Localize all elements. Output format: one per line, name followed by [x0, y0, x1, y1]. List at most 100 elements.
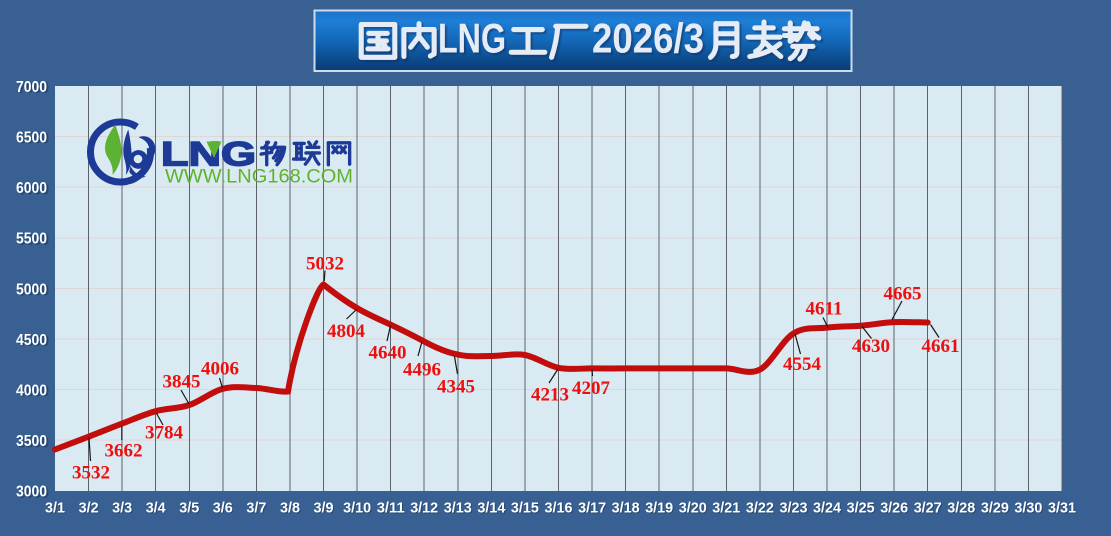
svg-text:3000: 3000: [18, 485, 49, 502]
svg-text:3/25: 3/25: [848, 501, 876, 518]
svg-text:3/5: 3/5: [179, 499, 199, 516]
svg-text:3/9: 3/9: [314, 499, 334, 516]
svg-text:7000: 7000: [16, 79, 47, 96]
svg-text:3/20: 3/20: [679, 499, 707, 516]
svg-text:3/4: 3/4: [146, 499, 167, 516]
svg-text:4804: 4804: [327, 321, 366, 342]
svg-text:4611: 4611: [806, 298, 843, 319]
svg-text:3/25: 3/25: [847, 499, 875, 516]
svg-text:7000: 7000: [18, 80, 49, 97]
svg-text:3/17: 3/17: [578, 499, 606, 516]
svg-text:3/3: 3/3: [113, 501, 133, 518]
svg-text:3/30: 3/30: [1015, 501, 1043, 518]
svg-text:3/2: 3/2: [79, 499, 99, 516]
svg-text:3532: 3532: [72, 463, 110, 484]
svg-text:3784: 3784: [145, 422, 184, 443]
svg-text:3/27: 3/27: [914, 499, 942, 516]
svg-text:3/27: 3/27: [915, 501, 943, 518]
svg-text:4213: 4213: [531, 384, 569, 405]
svg-text:3/24: 3/24: [814, 501, 843, 518]
svg-text:3/13: 3/13: [444, 499, 472, 516]
svg-text:3/9: 3/9: [315, 501, 335, 518]
svg-text:3/23: 3/23: [781, 501, 809, 518]
svg-text:3/2: 3/2: [80, 501, 100, 518]
svg-text:3/8: 3/8: [281, 501, 301, 518]
svg-text:3845: 3845: [163, 372, 201, 393]
svg-text:4665: 4665: [884, 283, 922, 304]
svg-text:3/17: 3/17: [579, 501, 607, 518]
svg-text:4661: 4661: [922, 336, 960, 357]
svg-text:3/1: 3/1: [45, 499, 65, 516]
svg-text:3/21: 3/21: [713, 501, 741, 518]
svg-text:LNG: LNG: [161, 136, 256, 174]
svg-text:3/12: 3/12: [411, 501, 439, 518]
svg-text:3/26: 3/26: [881, 501, 909, 518]
svg-text:3/22: 3/22: [747, 501, 775, 518]
svg-text:3/29: 3/29: [981, 499, 1009, 516]
svg-text:3/21: 3/21: [712, 499, 740, 516]
svg-text:3/3: 3/3: [112, 499, 132, 516]
svg-text:4554: 4554: [783, 354, 822, 375]
svg-text:5500: 5500: [16, 231, 47, 248]
svg-text:3/20: 3/20: [680, 501, 708, 518]
svg-text:3/1: 3/1: [46, 501, 66, 518]
svg-text:4345: 4345: [437, 376, 475, 397]
svg-text:3/14: 3/14: [477, 499, 506, 516]
svg-text:5032: 5032: [306, 253, 344, 274]
svg-text:3/18: 3/18: [612, 499, 640, 516]
svg-text:4496: 4496: [403, 359, 441, 380]
svg-text:3/22: 3/22: [746, 499, 774, 516]
svg-text:3/16: 3/16: [546, 501, 574, 518]
svg-text:3/6: 3/6: [213, 499, 233, 516]
svg-text:3/11: 3/11: [377, 499, 405, 516]
svg-text:2026/3: 2026/3: [592, 15, 704, 62]
svg-text:3/31: 3/31: [1049, 501, 1077, 518]
svg-text:3/12: 3/12: [410, 499, 438, 516]
svg-text:4207: 4207: [572, 378, 611, 399]
svg-text:4500: 4500: [16, 332, 47, 349]
svg-text:3662: 3662: [105, 440, 143, 461]
svg-text:5500: 5500: [18, 232, 49, 249]
svg-text:5000: 5000: [16, 281, 47, 298]
svg-text:6500: 6500: [18, 131, 49, 148]
svg-text:4500: 4500: [18, 333, 49, 350]
svg-text:3000: 3000: [16, 484, 47, 501]
svg-text:3/19: 3/19: [645, 499, 673, 516]
svg-text:3/15: 3/15: [511, 499, 539, 516]
svg-text:3/7: 3/7: [247, 501, 267, 518]
svg-text:3/11: 3/11: [378, 501, 406, 518]
svg-text:3/10: 3/10: [344, 501, 372, 518]
svg-text:4630: 4630: [852, 336, 890, 357]
svg-text:3/5: 3/5: [180, 501, 200, 518]
svg-text:WWW.LNG168.COM: WWW.LNG168.COM: [165, 165, 353, 187]
svg-text:3/30: 3/30: [1014, 499, 1042, 516]
svg-text:3/31: 3/31: [1048, 499, 1076, 516]
svg-text:4640: 4640: [369, 342, 407, 363]
svg-text:3/28: 3/28: [948, 501, 976, 518]
svg-text:3/19: 3/19: [646, 501, 674, 518]
svg-text:3/28: 3/28: [947, 499, 975, 516]
svg-text:3/23: 3/23: [780, 499, 808, 516]
svg-text:6500: 6500: [16, 130, 47, 147]
svg-text:3/8: 3/8: [280, 499, 300, 516]
svg-text:3/15: 3/15: [512, 501, 540, 518]
svg-text:6000: 6000: [18, 181, 49, 198]
svg-text:4006: 4006: [201, 359, 239, 380]
svg-text:3/26: 3/26: [880, 499, 908, 516]
svg-text:3/13: 3/13: [445, 501, 473, 518]
svg-text:LNG: LNG: [438, 15, 506, 62]
svg-text:4000: 4000: [18, 384, 49, 401]
svg-text:4000: 4000: [16, 383, 47, 400]
svg-text:6000: 6000: [16, 180, 47, 197]
svg-text:3/10: 3/10: [343, 499, 371, 516]
svg-text:3/24: 3/24: [813, 499, 842, 516]
svg-text:3/6: 3/6: [214, 501, 234, 518]
svg-text:5000: 5000: [18, 283, 49, 300]
svg-text:3500: 3500: [18, 434, 49, 451]
svg-text:3/16: 3/16: [545, 499, 573, 516]
svg-text:3500: 3500: [16, 433, 47, 450]
svg-text:3/14: 3/14: [478, 501, 507, 518]
svg-text:3/18: 3/18: [613, 501, 641, 518]
svg-text:3/29: 3/29: [982, 501, 1010, 518]
svg-text:3/4: 3/4: [147, 501, 168, 518]
